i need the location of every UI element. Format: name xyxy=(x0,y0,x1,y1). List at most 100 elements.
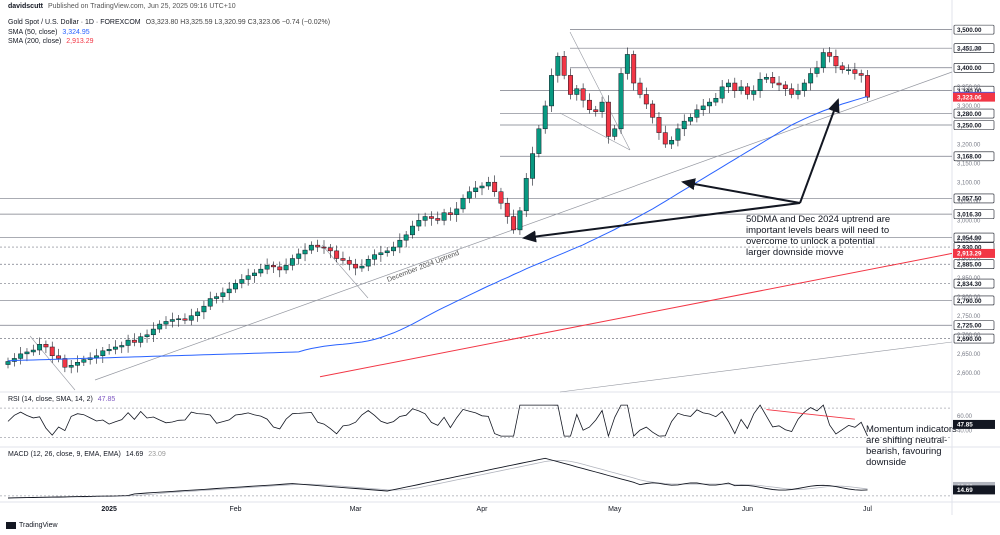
candle-body xyxy=(327,247,333,252)
level-label: 2,725.00 xyxy=(957,323,982,330)
price-tick-label: 3,000.00 xyxy=(957,219,981,225)
candle-body xyxy=(605,101,611,137)
candle-body xyxy=(340,258,346,261)
candle-body xyxy=(454,208,460,215)
candle-body xyxy=(176,318,182,321)
candle-body xyxy=(492,181,498,192)
candle-body xyxy=(239,279,245,284)
wedge-line xyxy=(569,31,631,151)
candle-body xyxy=(808,73,814,84)
sma50-line xyxy=(7,95,868,362)
level-label: 2,834.30 xyxy=(957,281,982,288)
candle-body xyxy=(138,336,144,343)
candle-body xyxy=(846,69,852,71)
candle-body xyxy=(599,101,605,112)
candle-body xyxy=(125,339,131,346)
time-axis-label: 2025 xyxy=(101,506,117,513)
candle-body xyxy=(555,56,561,76)
sma50-value: 3,324.95 xyxy=(62,29,90,36)
rsi-label: RSI (14, close, SMA, 14, 2) xyxy=(8,396,93,403)
rsi-marker xyxy=(953,419,995,429)
rsi-divergence-line xyxy=(766,409,855,420)
macd-legend: MACD (12, 26, close, 9, EMA, EMA) 14.69 … xyxy=(8,450,166,460)
level-label: 3,057.50 xyxy=(957,196,982,203)
candle-body xyxy=(656,117,662,133)
candle-body xyxy=(144,334,150,337)
arrow-to-sma50 xyxy=(799,98,840,204)
level-label-box xyxy=(953,108,995,119)
trendline-label: December 2024 Uptrend xyxy=(386,250,460,284)
candle-body xyxy=(580,88,586,101)
level-label: 3,016.30 xyxy=(957,211,982,218)
level-label-box xyxy=(953,295,995,306)
price-tick-label: 2,800.00 xyxy=(957,295,981,301)
candle-body xyxy=(106,349,112,352)
level-label-box xyxy=(953,232,995,243)
wedge-line xyxy=(559,112,631,151)
sma200-label: SMA (200, close) xyxy=(8,38,62,45)
level-label-box xyxy=(953,320,995,331)
candle-body xyxy=(479,185,485,189)
candle-body xyxy=(624,54,630,74)
rsi-line xyxy=(7,404,868,438)
candle-body xyxy=(353,263,359,269)
time-axis-label: Jun xyxy=(742,506,753,513)
candle-body xyxy=(403,234,409,241)
candle-body xyxy=(612,128,618,137)
candle-body xyxy=(719,86,725,99)
level-label: 2,954.90 xyxy=(957,235,982,242)
rsi-tick-label: 40.00 xyxy=(957,429,973,435)
candle-body xyxy=(214,296,220,299)
candle-body xyxy=(296,253,302,259)
candle-body xyxy=(574,88,580,95)
candle-body xyxy=(258,268,264,274)
candle-body xyxy=(586,99,592,110)
candle-body xyxy=(422,216,428,221)
candle-body xyxy=(334,250,340,259)
price-tick-label: 3,150.00 xyxy=(957,161,981,167)
level-label: 2,885.00 xyxy=(957,262,982,269)
candle-body xyxy=(631,54,637,84)
published-info: Published on TradingView.com, Jun 25, 20… xyxy=(47,3,236,10)
candle-body xyxy=(252,272,257,276)
level-label-box xyxy=(953,43,995,54)
candle-body xyxy=(707,101,712,107)
candle-body xyxy=(416,220,422,227)
candle-body xyxy=(56,355,62,359)
candle-body xyxy=(662,132,668,145)
candle-body xyxy=(163,321,169,325)
candle-body xyxy=(119,345,125,348)
candle-body xyxy=(782,84,788,90)
candle-body xyxy=(359,265,365,269)
candle-body xyxy=(801,82,807,91)
time-axis-label: Jul xyxy=(863,506,872,513)
candle-body xyxy=(365,259,371,267)
candle-body xyxy=(675,128,681,141)
momentum-annotation: Momentum indicators are shifting neutral… xyxy=(866,424,957,468)
candle-body xyxy=(738,86,744,91)
candle-body xyxy=(643,94,649,105)
sma50-label: SMA (50, close) xyxy=(8,29,58,36)
candle-body xyxy=(694,109,700,118)
candle-body xyxy=(321,246,327,249)
wedge-line xyxy=(321,244,369,299)
level-label: 3,250.00 xyxy=(957,122,982,129)
price-tick-label: 2,950.00 xyxy=(957,238,981,244)
main-legend: Gold Spot / U.S. Dollar · 1D · FOREXCOM … xyxy=(8,18,330,28)
candle-body xyxy=(688,117,694,122)
candle-body xyxy=(302,249,308,255)
candle-body xyxy=(150,328,156,336)
candle-body xyxy=(112,346,118,350)
rsi-legend: RSI (14, close, SMA, 14, 2) 47.85 xyxy=(8,395,115,405)
candle-body xyxy=(814,67,820,74)
candle-body xyxy=(763,77,769,80)
candle-body xyxy=(593,109,599,112)
macd-line xyxy=(7,457,868,499)
price-marker xyxy=(953,248,995,258)
candle-body xyxy=(195,311,201,316)
candle-body xyxy=(650,103,656,118)
rsi-tick-label: 60.00 xyxy=(957,414,973,420)
level-label-box xyxy=(953,151,995,162)
time-axis-label: Apr xyxy=(477,506,489,513)
level-label-box xyxy=(953,120,995,130)
